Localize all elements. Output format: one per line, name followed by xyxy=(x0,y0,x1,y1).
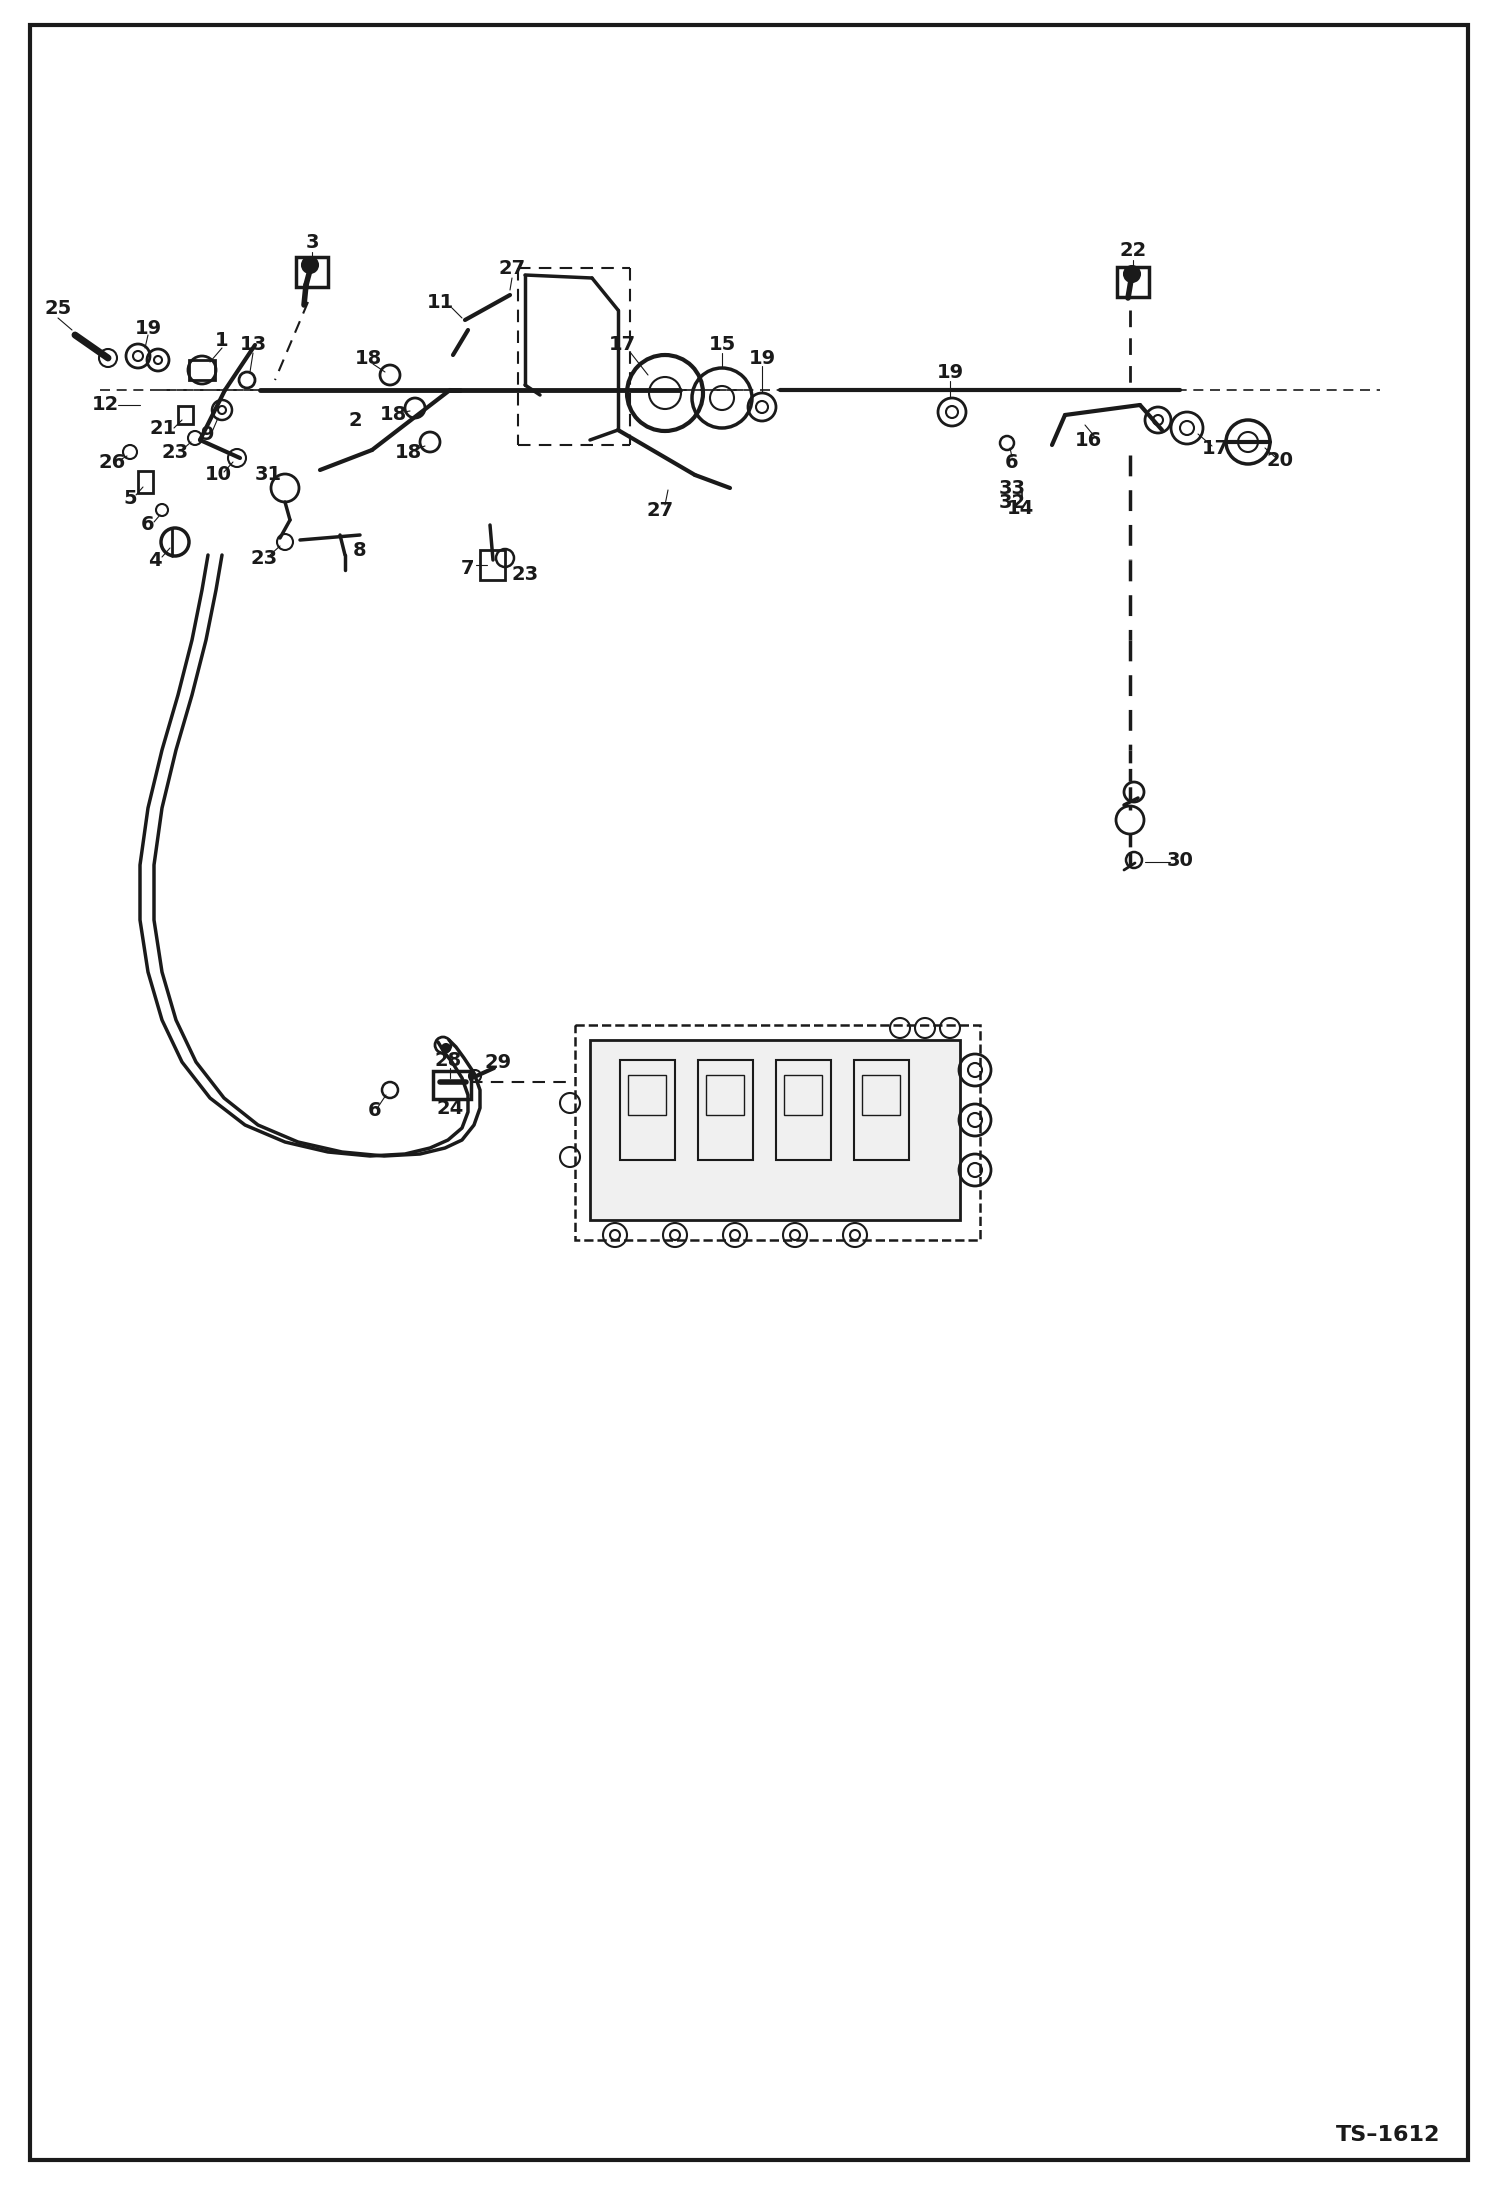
Text: 24: 24 xyxy=(436,1099,463,1117)
Text: 19: 19 xyxy=(936,362,963,382)
Text: 14: 14 xyxy=(1007,498,1034,518)
Text: 7: 7 xyxy=(461,559,475,577)
Text: 33: 33 xyxy=(999,478,1026,498)
Text: 13: 13 xyxy=(240,336,267,355)
Text: 18: 18 xyxy=(394,443,421,461)
Bar xyxy=(776,1060,831,1161)
Bar xyxy=(479,551,505,579)
Bar xyxy=(590,1040,960,1220)
Text: 1: 1 xyxy=(216,331,229,349)
Bar xyxy=(297,257,328,287)
Bar xyxy=(783,1075,822,1115)
Text: 12: 12 xyxy=(91,395,118,415)
Text: 23: 23 xyxy=(511,566,539,584)
Bar xyxy=(698,1060,753,1161)
Text: 17: 17 xyxy=(1201,439,1228,459)
Text: 16: 16 xyxy=(1074,430,1101,450)
Text: 31: 31 xyxy=(255,465,282,485)
Text: 28: 28 xyxy=(434,1051,461,1068)
Text: 8: 8 xyxy=(354,540,367,559)
Text: 6: 6 xyxy=(141,516,154,535)
Text: 19: 19 xyxy=(749,349,776,369)
Text: 6: 6 xyxy=(369,1101,382,1119)
Text: 25: 25 xyxy=(45,298,72,318)
Text: 10: 10 xyxy=(205,465,232,485)
Text: 18: 18 xyxy=(379,406,406,423)
Text: 32: 32 xyxy=(999,491,1026,511)
Text: 19: 19 xyxy=(135,318,162,338)
Text: TS–1612: TS–1612 xyxy=(1336,2126,1440,2146)
Text: 4: 4 xyxy=(148,551,162,570)
Text: 6: 6 xyxy=(1005,452,1019,472)
Text: 5: 5 xyxy=(123,489,136,507)
Bar xyxy=(189,360,216,380)
Bar xyxy=(854,1060,909,1161)
Text: 22: 22 xyxy=(1119,241,1146,259)
Bar xyxy=(861,1075,900,1115)
Circle shape xyxy=(1124,265,1140,283)
Text: 15: 15 xyxy=(709,336,736,355)
Bar xyxy=(628,1075,667,1115)
Text: 17: 17 xyxy=(608,336,635,355)
Text: 20: 20 xyxy=(1266,450,1293,470)
Text: 11: 11 xyxy=(427,292,454,312)
Text: 9: 9 xyxy=(201,426,214,445)
Text: 27: 27 xyxy=(647,500,674,520)
Bar xyxy=(620,1060,676,1161)
Bar xyxy=(1118,268,1149,296)
Circle shape xyxy=(442,1044,449,1051)
Text: 3: 3 xyxy=(306,233,319,252)
Text: 30: 30 xyxy=(1167,851,1194,869)
Text: 29: 29 xyxy=(484,1053,511,1073)
Circle shape xyxy=(303,257,318,272)
Bar xyxy=(138,472,153,494)
Text: 23: 23 xyxy=(250,548,277,568)
Text: 23: 23 xyxy=(162,443,189,461)
Text: 21: 21 xyxy=(150,419,177,437)
Text: 26: 26 xyxy=(99,452,126,472)
Bar xyxy=(177,406,193,423)
Text: 2: 2 xyxy=(348,410,363,430)
Bar xyxy=(433,1071,470,1099)
Text: 27: 27 xyxy=(499,259,526,276)
Bar xyxy=(706,1075,745,1115)
Bar xyxy=(575,1025,980,1240)
Text: 18: 18 xyxy=(355,349,382,369)
